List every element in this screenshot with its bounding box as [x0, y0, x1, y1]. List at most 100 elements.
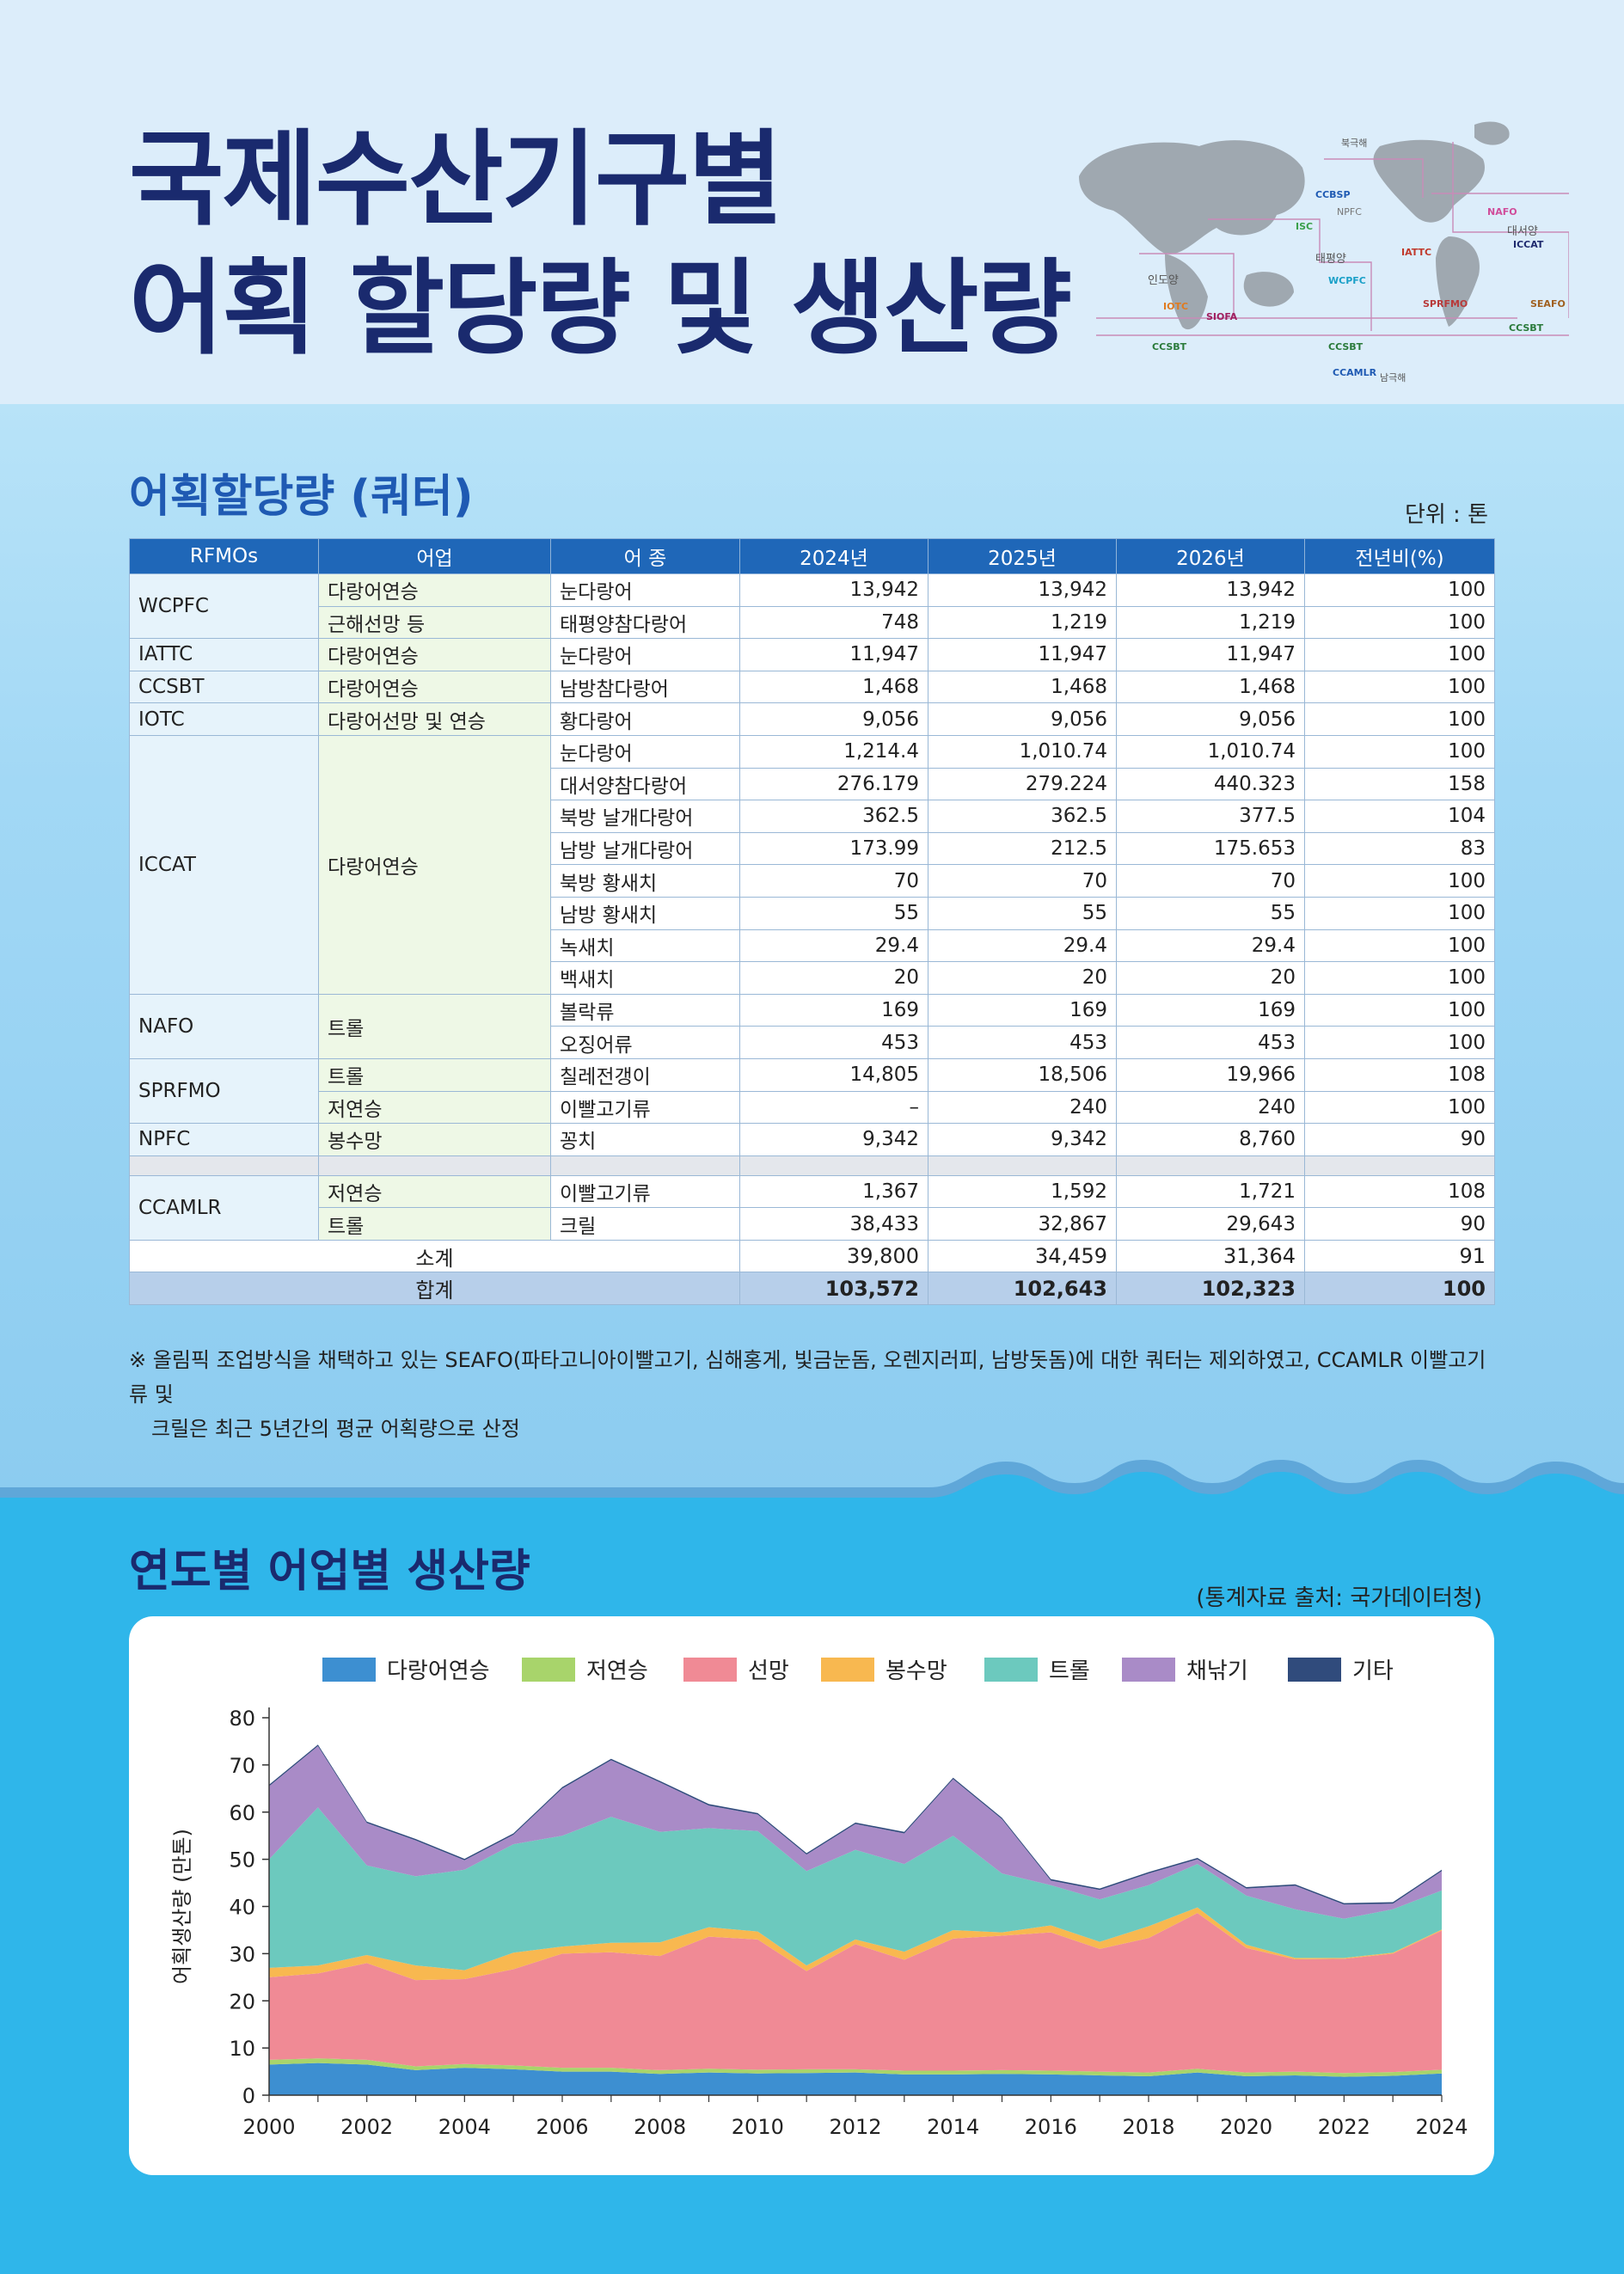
svg-text:WCPFC: WCPFC — [1328, 275, 1366, 286]
value-cell: 13,942 — [739, 573, 928, 607]
species-cell: 황다랑어 — [550, 702, 740, 736]
y-tick-label: 70 — [229, 1754, 255, 1778]
species-cell: 이빨고기류 — [550, 1090, 740, 1125]
value-cell: 31,364 — [1116, 1239, 1305, 1273]
table-row: CCSBT 다랑어연승 남방참다랑어 1,468 1,468 1,468 100 — [129, 670, 1495, 704]
value-cell: 9,056 — [928, 702, 1117, 736]
x-tick-label: 2004 — [438, 2115, 491, 2139]
legend-swatch — [683, 1658, 737, 1682]
x-tick-label: 2014 — [927, 2115, 979, 2139]
value-cell: 20 — [739, 961, 928, 995]
pct-cell: 100 — [1304, 734, 1495, 769]
svg-text:대서양: 대서양 — [1507, 225, 1538, 238]
value-cell: 169 — [1116, 993, 1305, 1027]
value-cell: 175.653 — [1116, 831, 1305, 866]
column-header: 2026년 — [1116, 538, 1305, 574]
footnote-line2: 크릴은 최근 5년간의 평균 어획량으로 산정 — [151, 1417, 520, 1441]
rfmo-cell: IOTC — [129, 702, 319, 736]
column-header: 2024년 — [739, 538, 928, 574]
pct-cell: 100 — [1304, 573, 1495, 607]
table-row: 저연승 이빨고기류 –240 240 100 — [130, 1090, 1495, 1125]
legend-label: 트롤 — [1049, 1658, 1090, 1684]
gear-cell: 다랑어연승 — [318, 573, 551, 607]
svg-text:ISC: ISC — [1296, 221, 1313, 232]
production-chart-card: 다랑어연승 저연승 선망 봉수망 트롤 채낚기 기타 0 10 20 30 40 50 60 70 80 200… — [129, 1616, 1494, 2175]
rfmo-cell: ICCAT — [129, 734, 319, 995]
value-cell: 9,056 — [739, 702, 928, 736]
subtotal-label: 소계 — [129, 1239, 740, 1273]
value-cell: 377.5 — [1116, 800, 1305, 833]
pct-cell: 90 — [1304, 1123, 1495, 1156]
pct-cell: 91 — [1304, 1239, 1495, 1273]
svg-text:SPRFMO: SPRFMO — [1423, 298, 1468, 310]
x-tick-label: 2012 — [829, 2115, 881, 2139]
y-axis-label: 어획생산량 (만톤) — [170, 1829, 194, 1984]
value-cell: 1,468 — [739, 670, 928, 704]
y-tick-label: 0 — [242, 2084, 255, 2108]
pct-cell: 100 — [1304, 864, 1495, 898]
gear-cell: 다랑어선망 및 연승 — [318, 702, 551, 736]
value-cell: 70 — [1116, 864, 1305, 898]
value-cell: 748 — [739, 605, 928, 640]
value-cell: 276.179 — [739, 767, 928, 801]
gear-cell: 트롤 — [318, 1207, 551, 1241]
gear-cell: 봉수망 — [318, 1123, 551, 1156]
table-row: 근해선망 등 태평양참다랑어 748 1,219 1,219 100 — [130, 605, 1495, 640]
value-cell: 29,643 — [1116, 1207, 1305, 1241]
table-row: WCPFC 다랑어연승 눈다랑어 13,942 13,942 13,942 100 — [129, 573, 1495, 640]
value-cell: 279.224 — [928, 767, 1117, 801]
production-section-title: 연도별 어업별 생산량 — [129, 1546, 530, 1597]
species-cell: 이빨고기류 — [550, 1174, 740, 1209]
gear-cell: 다랑어연승 — [318, 734, 551, 995]
svg-text:인도양: 인도양 — [1148, 274, 1179, 287]
rfmo-cell: CCSBT — [129, 670, 319, 704]
world-map-illustration: 북극해 CCBSP NPFC ISC NAFO 대서양 ICCAT 태평양 IA… — [1079, 121, 1569, 383]
value-cell: 20 — [928, 961, 1117, 995]
spacer-cell — [1116, 1155, 1305, 1176]
species-cell: 눈다랑어 — [550, 638, 740, 671]
species-cell: 크릴 — [550, 1207, 740, 1241]
spacer-cell — [129, 1155, 319, 1176]
value-cell: 11,947 — [739, 638, 928, 671]
value-cell: 1,219 — [1116, 605, 1305, 640]
table-header-row: RFMOs 어업 어 종 2024년 2025년 2026년 전년비(%) — [129, 538, 1495, 574]
continents — [1079, 121, 1510, 330]
rfmo-cell: CCAMLR — [129, 1174, 319, 1241]
value-cell: 38,433 — [739, 1207, 928, 1241]
value-cell: 1,010.74 — [1116, 734, 1305, 769]
svg-text:CCSBT: CCSBT — [1509, 322, 1544, 334]
pct-cell: 100 — [1304, 1272, 1495, 1306]
svg-text:SIOFA: SIOFA — [1206, 311, 1238, 322]
y-tick-label: 80 — [229, 1707, 255, 1731]
table-row: 남방 황새치 55 55 55 100 — [130, 896, 1495, 930]
value-cell: 13,942 — [928, 573, 1117, 607]
pct-cell: 108 — [1304, 1057, 1495, 1092]
spacer-cell — [550, 1155, 740, 1176]
legend-swatch — [984, 1658, 1038, 1682]
value-cell: 29.4 — [1116, 929, 1305, 963]
value-cell: 440.323 — [1116, 767, 1305, 801]
value-cell: 453 — [739, 1026, 928, 1059]
species-cell: 대서양참다랑어 — [550, 767, 740, 801]
value-cell: 55 — [739, 896, 928, 930]
value-cell: 1,367 — [739, 1174, 928, 1209]
svg-text:NAFO: NAFO — [1487, 206, 1517, 218]
svg-text:SEAFO: SEAFO — [1530, 298, 1566, 310]
svg-text:CCSBT: CCSBT — [1152, 341, 1187, 352]
value-cell: 1,214.4 — [739, 734, 928, 769]
pct-cell: 100 — [1304, 961, 1495, 995]
species-cell: 북방 날개다랑어 — [550, 800, 740, 833]
legend-label: 다랑어연승 — [387, 1658, 490, 1684]
source-label: (통계자료 출처: 국가데이터청) — [1196, 1585, 1482, 1611]
value-cell: 169 — [739, 993, 928, 1027]
value-cell: 19,966 — [1116, 1057, 1305, 1092]
value-cell: 1,592 — [928, 1174, 1117, 1209]
svg-text:IOTC: IOTC — [1163, 301, 1188, 312]
rfmo-cell: WCPFC — [129, 573, 319, 640]
legend-swatch — [1122, 1658, 1175, 1682]
gear-cell: 저연승 — [318, 1174, 551, 1209]
rfmo-cell: SPRFMO — [129, 1057, 319, 1125]
value-cell: 212.5 — [928, 831, 1117, 866]
table-row: ICCAT 다랑어연승 눈다랑어 1,214.4 1,010.74 1,010.74 100 — [129, 734, 1495, 995]
value-cell: 1,219 — [928, 605, 1117, 640]
